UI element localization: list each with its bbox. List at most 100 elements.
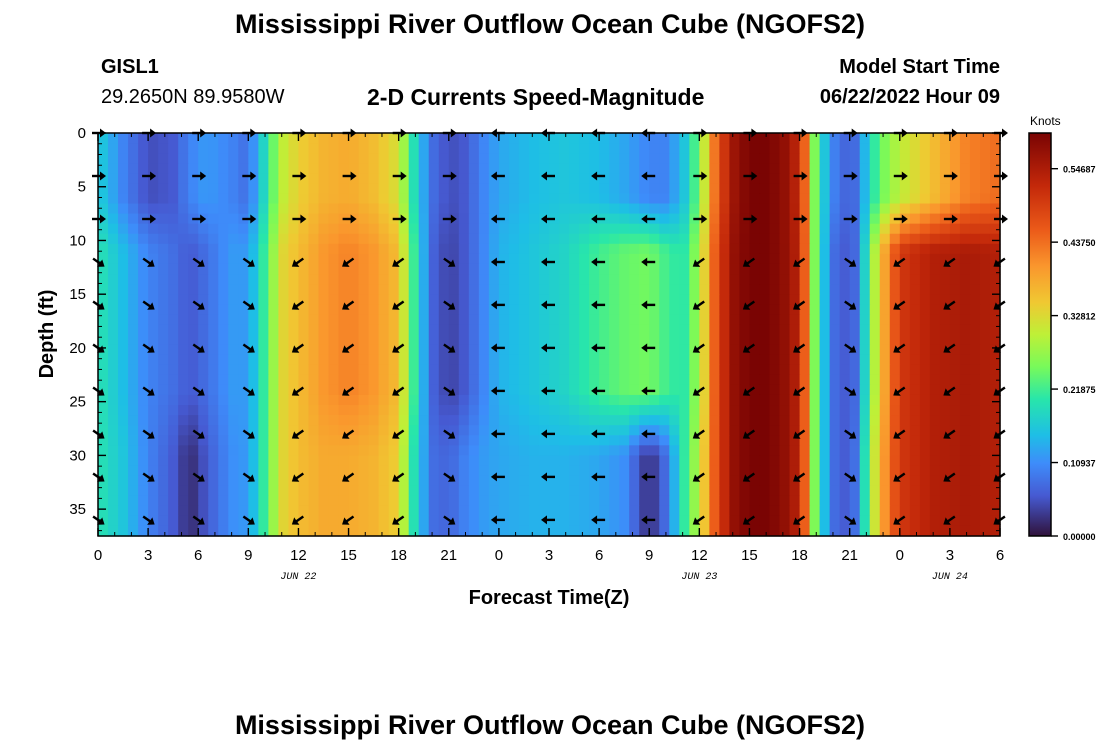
heatmap-cell	[659, 374, 670, 386]
heatmap-cell	[148, 415, 159, 426]
heatmap-cell	[859, 354, 871, 366]
heatmap-cell	[308, 223, 320, 235]
heatmap-cell	[869, 354, 881, 366]
heatmap-cell	[969, 485, 981, 497]
heatmap-cell	[488, 405, 500, 416]
heatmap-cell	[659, 314, 670, 326]
heatmap-cell	[348, 153, 360, 164]
heatmap-cell	[478, 133, 490, 144]
heatmap-cell	[799, 133, 811, 144]
heatmap-cell	[679, 465, 690, 477]
heatmap-cell	[238, 173, 249, 184]
heatmap-cell	[649, 435, 660, 446]
heatmap-cell	[949, 525, 961, 537]
heatmap-cell	[699, 394, 710, 406]
heatmap-cell	[809, 354, 821, 366]
heatmap-cell	[559, 374, 570, 386]
heatmap-cell	[819, 193, 831, 205]
heatmap-cell	[829, 374, 841, 386]
heatmap-cell	[288, 525, 300, 537]
heatmap-cell	[619, 505, 630, 517]
heatmap-cell	[769, 505, 781, 517]
heatmap-cell	[829, 324, 841, 336]
heatmap-cell	[448, 505, 460, 517]
heatmap-cell	[158, 415, 169, 426]
heatmap-cell	[248, 485, 259, 497]
heatmap-cell	[308, 193, 320, 205]
heatmap-cell	[799, 324, 811, 336]
heatmap-cell	[579, 495, 590, 507]
heatmap-cell	[138, 304, 149, 315]
heatmap-cell	[318, 364, 330, 376]
heatmap-cell	[839, 495, 851, 507]
heatmap-cell	[398, 324, 410, 336]
heatmap-cell	[929, 243, 941, 255]
heatmap-cell	[849, 405, 861, 416]
heatmap-cell	[538, 223, 550, 235]
heatmap-cell	[819, 435, 831, 446]
heatmap-cell	[308, 173, 320, 184]
heatmap-cell	[869, 364, 881, 376]
current-arrow	[443, 386, 456, 396]
heatmap-cell	[669, 163, 680, 174]
heatmap-cell	[849, 223, 861, 235]
heatmap-cell	[579, 143, 590, 154]
heatmap-cell	[589, 425, 600, 436]
heatmap-cell	[989, 193, 1001, 205]
heatmap-cell	[528, 304, 540, 315]
heatmap-cell	[298, 203, 310, 215]
heatmap-cell	[739, 233, 751, 245]
heatmap-cell	[528, 294, 540, 305]
heatmap-cell	[659, 223, 670, 235]
heatmap-cell	[979, 223, 991, 235]
current-arrow	[692, 386, 705, 396]
heatmap-cell	[398, 263, 410, 275]
heatmap-cell	[669, 505, 680, 517]
heatmap-cell	[689, 364, 700, 376]
heatmap-cell	[348, 384, 360, 396]
heatmap-cell	[388, 133, 400, 144]
heatmap-cell	[218, 203, 229, 215]
heatmap-cell	[749, 284, 761, 295]
heatmap-cell	[168, 183, 179, 195]
heatmap-cell	[859, 263, 871, 275]
heatmap-cell	[218, 495, 229, 507]
heatmap-cell	[819, 284, 831, 295]
heatmap-cell	[508, 284, 520, 295]
heatmap-cell	[749, 304, 761, 315]
heatmap-cell	[178, 274, 189, 285]
heatmap-cell	[549, 415, 560, 426]
heatmap-cell	[679, 274, 690, 285]
heatmap-cell	[348, 354, 360, 366]
heatmap-cell	[138, 324, 149, 336]
heatmap-cell	[819, 445, 831, 456]
heatmap-cell	[248, 203, 259, 215]
heatmap-cell	[679, 515, 690, 527]
heatmap-cell	[138, 415, 149, 426]
heatmap-cell	[358, 455, 370, 467]
heatmap-cell	[649, 203, 660, 215]
heatmap-cell	[278, 344, 290, 356]
heatmap-cell	[208, 475, 219, 487]
heatmap-cell	[108, 274, 119, 285]
heatmap-cell	[538, 243, 550, 255]
heatmap-cell	[849, 445, 861, 456]
heatmap-cell	[278, 324, 290, 336]
heatmap-cell	[248, 193, 259, 205]
heatmap-cell	[709, 193, 720, 205]
heatmap-cell	[298, 415, 310, 426]
heatmap-cell	[619, 354, 630, 366]
heatmap-cell	[939, 354, 951, 366]
heatmap-cell	[549, 183, 560, 195]
heatmap-cell	[108, 374, 119, 386]
current-arrow	[142, 515, 155, 525]
heatmap-cell	[919, 173, 931, 184]
heatmap-cell	[729, 263, 741, 275]
heatmap-cell	[919, 284, 931, 295]
heatmap-cell	[158, 193, 169, 205]
heatmap-cell	[328, 203, 340, 215]
heatmap-cell	[929, 233, 941, 245]
heatmap-cell	[178, 223, 189, 235]
heatmap-cell	[378, 475, 390, 487]
heatmap-cell	[178, 233, 189, 245]
